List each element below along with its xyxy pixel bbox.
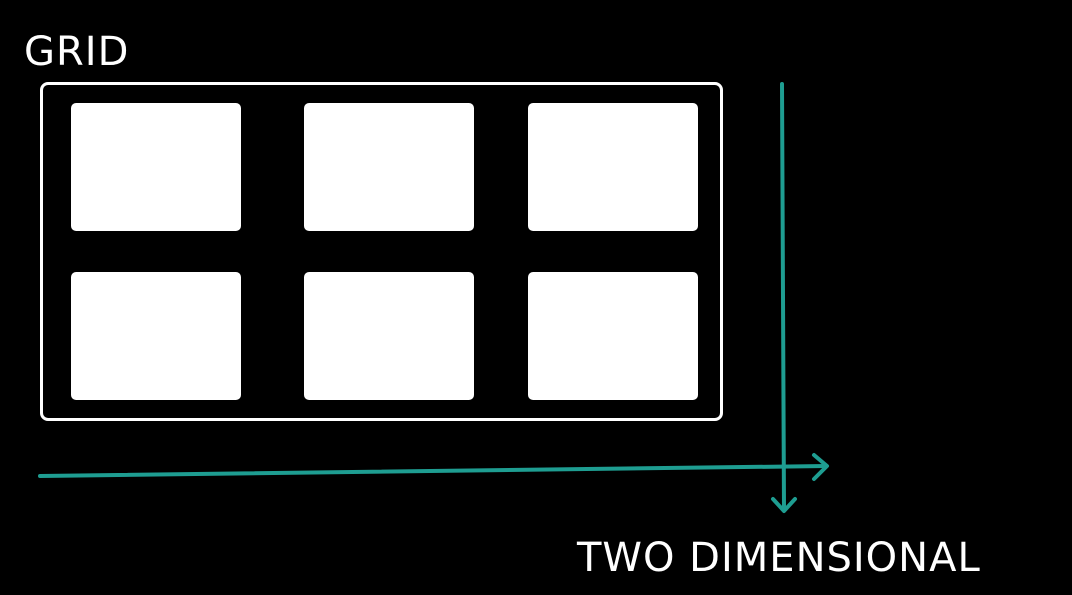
grid-cell-r2-c3 [528, 272, 698, 400]
grid-cell-r2-c1 [71, 272, 241, 400]
arrow-down-icon [771, 82, 797, 513]
two-dimensional-label: TWO DIMENSIONAL [577, 535, 981, 581]
grid-container [40, 82, 723, 421]
grid-cell-r1-c2 [304, 103, 474, 231]
grid-cell-r2-c2 [304, 272, 474, 400]
diagram-title: GRID [24, 29, 130, 75]
grid-cell-r1-c1 [71, 103, 241, 231]
grid-cell-r1-c3 [528, 103, 698, 231]
arrow-right-icon [38, 453, 829, 481]
